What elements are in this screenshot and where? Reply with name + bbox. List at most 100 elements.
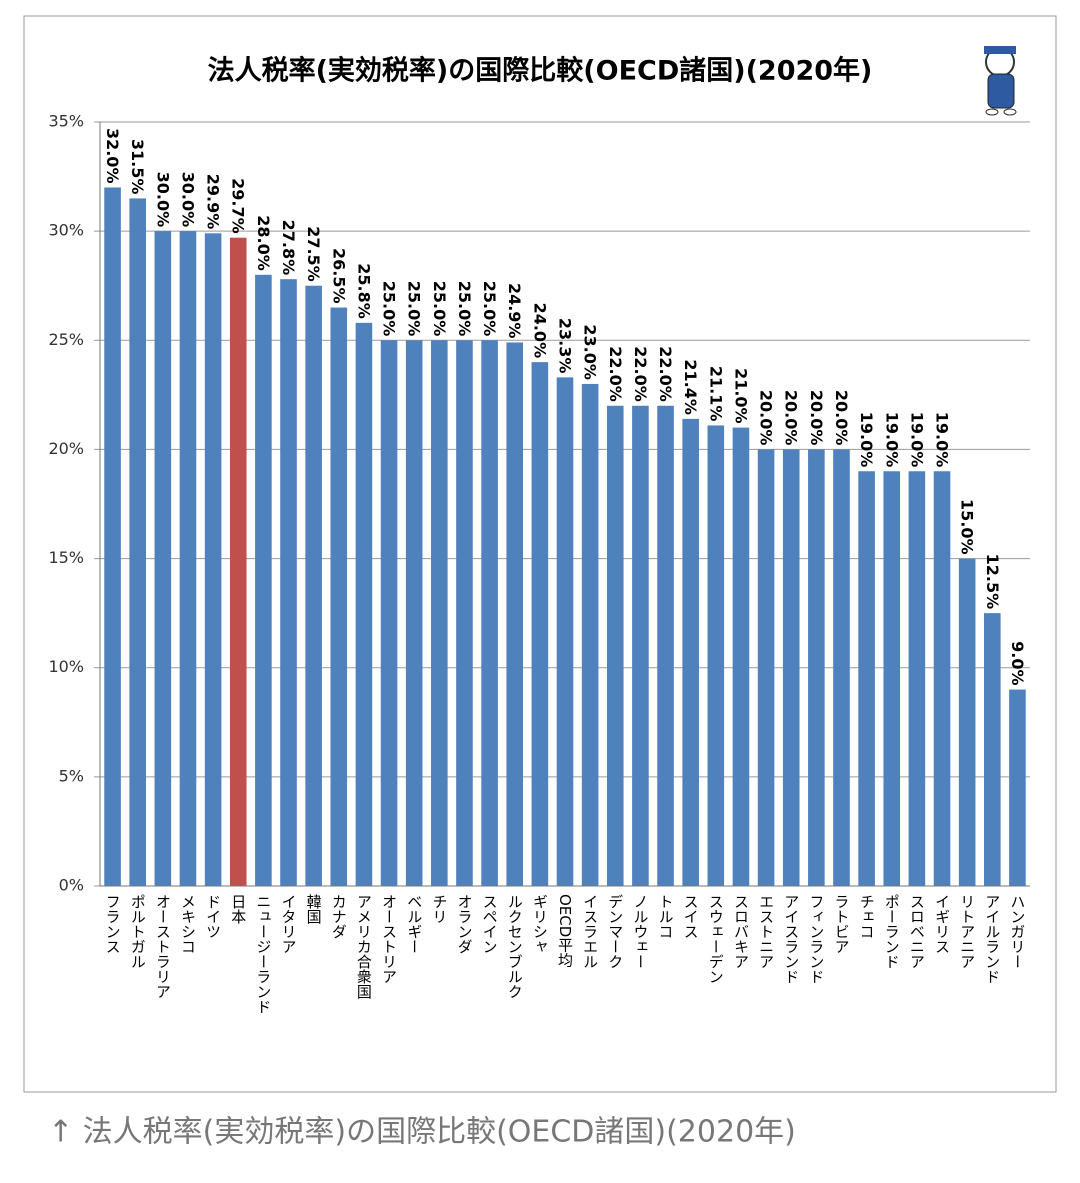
bar	[204, 233, 222, 887]
x-tick-label: アイルランド	[983, 894, 1001, 984]
value-label: 21.0%	[731, 368, 750, 424]
y-tick-label: 20%	[48, 439, 84, 458]
x-tick-label: OECD平均	[556, 894, 574, 969]
bar	[632, 405, 649, 886]
value-label: 25.0%	[405, 281, 424, 337]
value-label: 25.0%	[430, 281, 449, 337]
y-tick-label: 30%	[48, 221, 84, 240]
y-tick-label: 5%	[59, 766, 84, 785]
bar	[757, 449, 775, 886]
bar	[305, 285, 322, 886]
bar	[531, 362, 549, 887]
x-tick-label: イスラエル	[581, 894, 599, 969]
mascot	[984, 46, 1017, 116]
value-label: 20.0%	[782, 390, 801, 446]
value-label: 26.5%	[329, 248, 348, 304]
value-label: 22.0%	[631, 346, 650, 402]
x-tick-label: イタリア	[280, 894, 298, 954]
bar	[481, 340, 498, 886]
x-tick-label: アイスランド	[782, 894, 800, 984]
value-label: 24.0%	[530, 303, 549, 359]
bar	[833, 449, 850, 886]
value-label: 25.8%	[354, 263, 373, 319]
bar	[808, 449, 825, 886]
y-tick-label: 0%	[59, 876, 84, 895]
bar	[154, 231, 172, 887]
value-label: 30.0%	[153, 172, 172, 228]
x-tick-label: カナダ	[330, 894, 348, 939]
value-label: 19.0%	[857, 412, 876, 468]
x-tick-label: チリ	[430, 894, 448, 924]
bar	[229, 237, 247, 887]
bar	[581, 383, 599, 886]
bar	[958, 558, 976, 886]
x-tick-label: オランダ	[455, 894, 473, 954]
x-tick-label: ドイツ	[204, 894, 222, 939]
value-label: 20.0%	[757, 390, 776, 446]
x-tick-label: アメリカ合衆国	[355, 894, 373, 999]
bar	[682, 418, 699, 886]
y-tick-label: 15%	[48, 548, 84, 567]
bar	[104, 187, 121, 886]
y-tick-label: 10%	[48, 657, 84, 676]
value-label: 24.9%	[505, 283, 524, 339]
value-label: 22.0%	[656, 346, 675, 402]
value-label: 25.0%	[480, 281, 499, 337]
bar	[657, 405, 674, 886]
bar	[933, 471, 951, 886]
value-label: 21.4%	[681, 359, 700, 415]
chart-title: 法人税率(実効税率)の国際比較(OECD諸国)(2020年)	[208, 55, 873, 87]
x-tick-label: スペイン	[481, 894, 499, 954]
bar	[707, 425, 725, 886]
value-label: 19.0%	[933, 412, 952, 468]
value-label: 25.0%	[380, 281, 399, 337]
x-tick-label: スロバキア	[732, 894, 750, 969]
value-label: 22.0%	[606, 346, 625, 402]
x-tick-label: ハンガリー	[1008, 894, 1026, 969]
x-tick-label: デンマーク	[606, 894, 624, 969]
y-tick-label: 25%	[48, 330, 84, 349]
bar	[556, 377, 574, 886]
value-label: 32.0%	[103, 128, 122, 184]
x-tick-label: 日本	[229, 894, 247, 924]
x-tick-label: イギリス	[933, 894, 951, 954]
bar	[984, 613, 1001, 886]
bar	[506, 342, 524, 886]
bar	[179, 231, 197, 887]
x-tick-label: エストニア	[757, 894, 775, 969]
x-tick-label: 韓国	[305, 894, 323, 924]
value-label: 28.0%	[254, 215, 273, 271]
bar	[883, 471, 901, 886]
bar	[255, 274, 272, 886]
x-tick-label: ラトビア	[832, 894, 850, 954]
x-tick-label: スウェーデン	[707, 894, 725, 984]
bar	[431, 340, 448, 886]
bar	[330, 307, 348, 886]
x-tick-label: ギリシャ	[531, 894, 549, 954]
bar	[380, 340, 398, 886]
x-tick-label: スイス	[682, 894, 700, 939]
x-tick-label: ポルトガル	[129, 894, 147, 969]
y-tick-label: 35%	[48, 112, 84, 131]
bar	[858, 471, 875, 886]
value-label: 29.7%	[229, 178, 248, 234]
x-tick-label: ポーランド	[883, 894, 901, 969]
value-label: 9.0%	[1008, 641, 1027, 685]
bar	[908, 471, 926, 886]
x-tick-label: スロベニア	[908, 894, 926, 969]
value-label: 27.8%	[279, 220, 298, 276]
x-tick-label: フィンランド	[807, 894, 825, 984]
value-label: 25.0%	[455, 281, 474, 337]
value-label: 20.0%	[832, 390, 851, 446]
value-label: 23.3%	[556, 318, 575, 374]
x-tick-label: ノルウェー	[631, 894, 649, 969]
value-label: 27.5%	[304, 226, 323, 282]
bar	[782, 449, 800, 886]
value-label: 20.0%	[807, 390, 826, 446]
value-label: 23.0%	[581, 324, 600, 380]
bar	[606, 405, 624, 886]
x-tick-label: ニュージーランド	[254, 894, 272, 1014]
bar	[280, 279, 297, 886]
bar	[355, 322, 373, 886]
